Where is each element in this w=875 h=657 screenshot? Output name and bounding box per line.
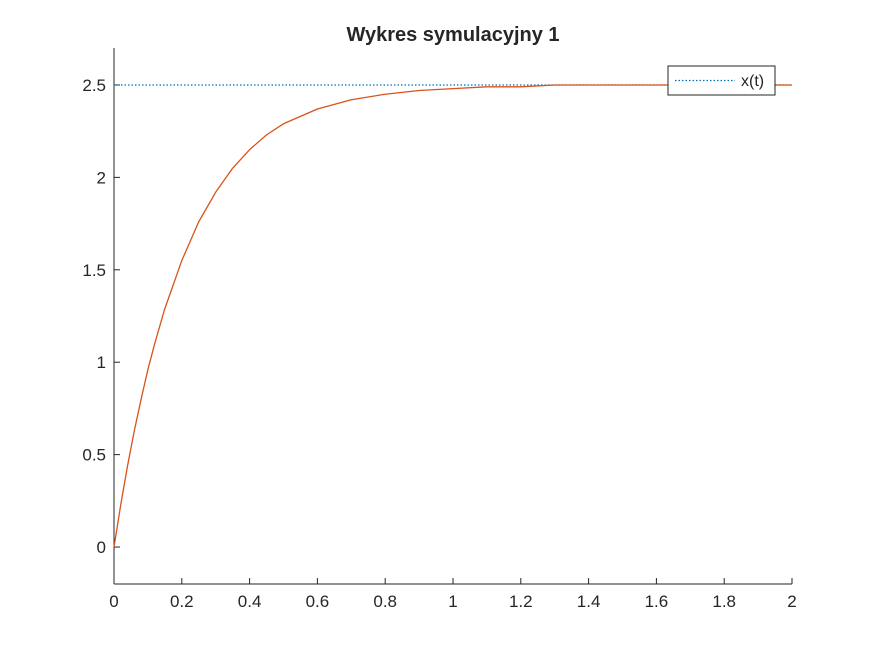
y-tick-label: 1.5 <box>82 261 106 280</box>
y-tick-label: 1 <box>97 353 106 372</box>
x-tick-label: 0.2 <box>170 592 194 611</box>
x-tick-label: 0.8 <box>373 592 397 611</box>
legend: x(t) <box>667 65 776 96</box>
x-tick-label: 2 <box>787 592 796 611</box>
x-tick-label: 0.4 <box>238 592 262 611</box>
y-tick-label: 0 <box>97 538 106 557</box>
y-tick-label: 2.5 <box>82 76 106 95</box>
x-tick-label: 1.4 <box>577 592 601 611</box>
x-tick-label: 1 <box>448 592 457 611</box>
chart-title: Wykres symulacyjny 1 <box>346 24 559 46</box>
x-tick-label: 0 <box>109 592 118 611</box>
x-tick-label: 0.6 <box>306 592 330 611</box>
legend-label-x-t: x(t) <box>741 73 764 90</box>
x-tick-label: 1.6 <box>645 592 669 611</box>
series-layer <box>113 84 792 548</box>
x-tick-label: 1.2 <box>509 592 533 611</box>
axes: 0 0.2 0.4 0.6 0.8 1 1.2 1.4 1.6 1.8 2 0 0.5 1 1.5 2 2.5 <box>82 48 797 611</box>
series-line-1 <box>113 84 792 548</box>
y-tick-label: 0.5 <box>82 446 106 465</box>
x-tick-label: 1.8 <box>712 592 736 611</box>
y-tick-label: 2 <box>97 168 106 187</box>
